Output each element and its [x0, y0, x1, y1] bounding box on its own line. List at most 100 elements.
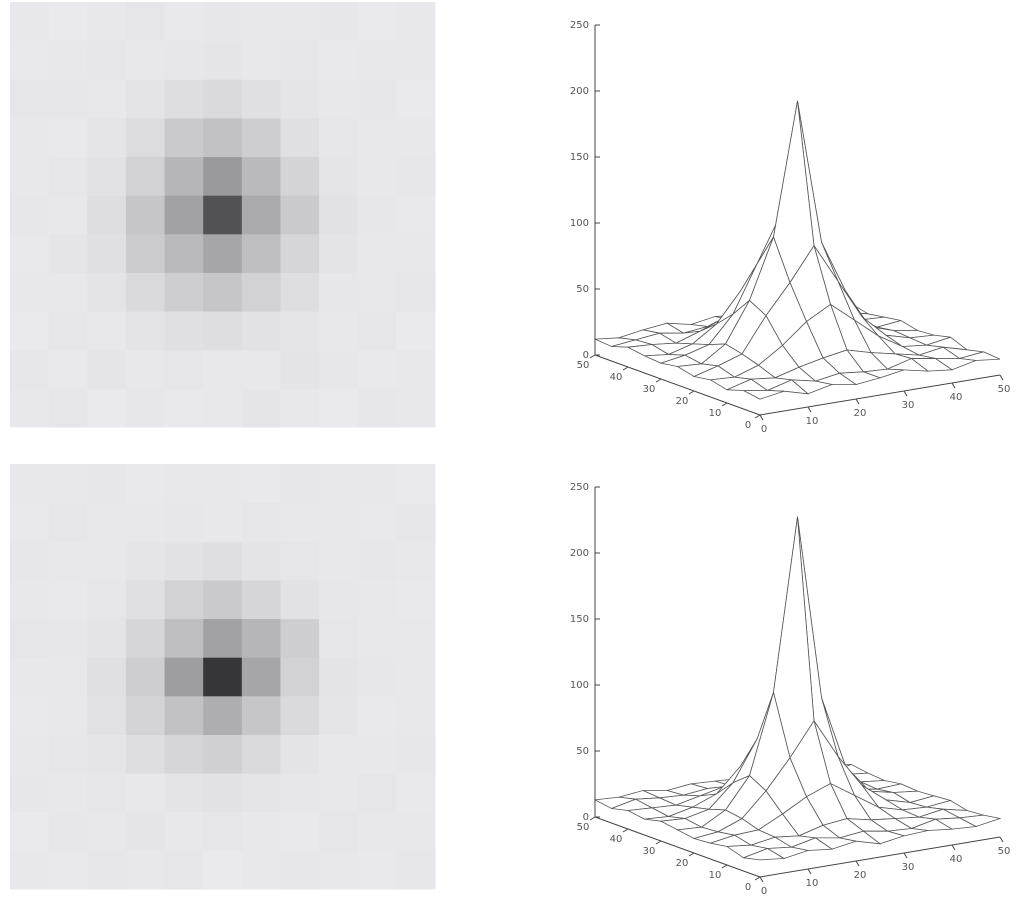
- y-tick: [688, 852, 695, 857]
- image-pixel: [48, 233, 88, 273]
- x-tick: [951, 844, 956, 851]
- image-pixel: [357, 195, 397, 235]
- image-pixel: [125, 2, 166, 42]
- image-pixel: [319, 811, 359, 851]
- image-pixel: [164, 195, 204, 235]
- image-pixel: [319, 734, 359, 774]
- image-pixel: [203, 233, 243, 273]
- y-tick: [655, 840, 662, 845]
- image-pixel: [319, 349, 359, 389]
- image-pixel: [357, 618, 397, 658]
- image-pixel: [280, 695, 320, 735]
- x-tick: [999, 836, 1004, 843]
- image-pixel: [87, 2, 127, 42]
- image-pixel: [241, 233, 281, 273]
- image-pixel: [10, 773, 50, 813]
- image-pixel: [280, 464, 320, 504]
- image-pixel: [48, 156, 88, 196]
- image-pixel: [241, 502, 281, 542]
- y-tick-label: 40: [610, 834, 623, 845]
- y-tick-label: 10: [709, 870, 722, 881]
- image-pixel: [87, 502, 127, 542]
- image-pixel: [203, 272, 243, 312]
- image-pixel: [280, 579, 320, 620]
- image-pixel: [10, 233, 50, 273]
- image-pixel: [241, 618, 281, 658]
- z-tick-label: 50: [576, 284, 589, 295]
- image-pixel: [203, 388, 243, 428]
- image-pixel: [87, 156, 127, 196]
- image-pixel: [241, 40, 281, 80]
- image-pixel: [10, 541, 50, 581]
- x-tick-label: 10: [806, 416, 819, 427]
- image-pixel: [125, 233, 166, 273]
- image-pixel: [396, 464, 436, 504]
- image-pixel: [357, 156, 397, 196]
- image-pixel: [164, 117, 204, 158]
- image-pixel: [48, 773, 88, 813]
- image-pixel: [396, 388, 436, 428]
- image-pixel: [396, 579, 436, 620]
- image-pixel: [203, 40, 243, 80]
- image-pixel: [125, 541, 166, 581]
- image-pixel: [357, 311, 397, 351]
- z-tick-label: 250: [570, 482, 589, 493]
- image-pixel: [10, 40, 50, 80]
- z-tick-label: 250: [570, 20, 589, 31]
- image-pixel: [203, 464, 243, 504]
- image-pixel: [164, 388, 204, 428]
- image-pixel: [280, 657, 320, 697]
- image-pixel: [125, 850, 166, 890]
- image-pixel: [87, 117, 127, 158]
- image-pixel: [357, 2, 397, 42]
- image-pixel: [280, 195, 320, 235]
- image-pixel: [164, 311, 204, 351]
- image-pixel: [280, 233, 320, 273]
- image-pixel: [319, 40, 359, 80]
- image-pixel: [10, 502, 50, 542]
- image-pixel: [10, 388, 50, 428]
- image-pixel: [280, 811, 320, 851]
- y-tick-label: 30: [643, 384, 656, 395]
- image-pixel: [48, 811, 88, 851]
- image-pixel: [280, 618, 320, 658]
- image-pixel: [319, 502, 359, 542]
- image-pixel: [396, 156, 436, 196]
- image-pixel: [48, 618, 88, 658]
- image-pixel: [280, 734, 320, 774]
- image-pixel: [280, 388, 320, 428]
- image-pixel: [396, 272, 436, 312]
- image-pixel: [125, 156, 166, 196]
- image-pixel: [396, 657, 436, 697]
- image-pixel: [319, 2, 359, 42]
- image-pixel: [87, 79, 127, 119]
- image-pixel: [48, 388, 88, 428]
- image-pixel: [396, 618, 436, 658]
- y-tick: [754, 414, 761, 419]
- y-axis: [594, 354, 761, 416]
- image-pixel: [280, 349, 320, 389]
- image-pixel: [357, 579, 397, 620]
- x-tick: [855, 398, 860, 405]
- image-pixel: [125, 117, 166, 158]
- y-tick-label: 20: [676, 858, 689, 869]
- image-pixel: [280, 40, 320, 80]
- image-pixel: [319, 388, 359, 428]
- y-tick: [655, 378, 662, 383]
- image-pixel: [241, 195, 281, 235]
- image-pixel: [357, 79, 397, 119]
- image-pixel: [87, 541, 127, 581]
- image-pixel: [203, 695, 243, 735]
- image-pixel: [164, 349, 204, 389]
- image-pixel: [164, 79, 204, 119]
- image-pixel: [396, 349, 436, 389]
- image-pixel: [203, 79, 243, 119]
- image-pixel: [203, 734, 243, 774]
- image-pixel: [125, 40, 166, 80]
- image-pixel: [319, 233, 359, 273]
- image-pixel: [396, 773, 436, 813]
- image-pixel: [48, 195, 88, 235]
- image-pixel: [319, 117, 359, 158]
- image-pixel: [396, 233, 436, 273]
- image-pixel: [87, 195, 127, 235]
